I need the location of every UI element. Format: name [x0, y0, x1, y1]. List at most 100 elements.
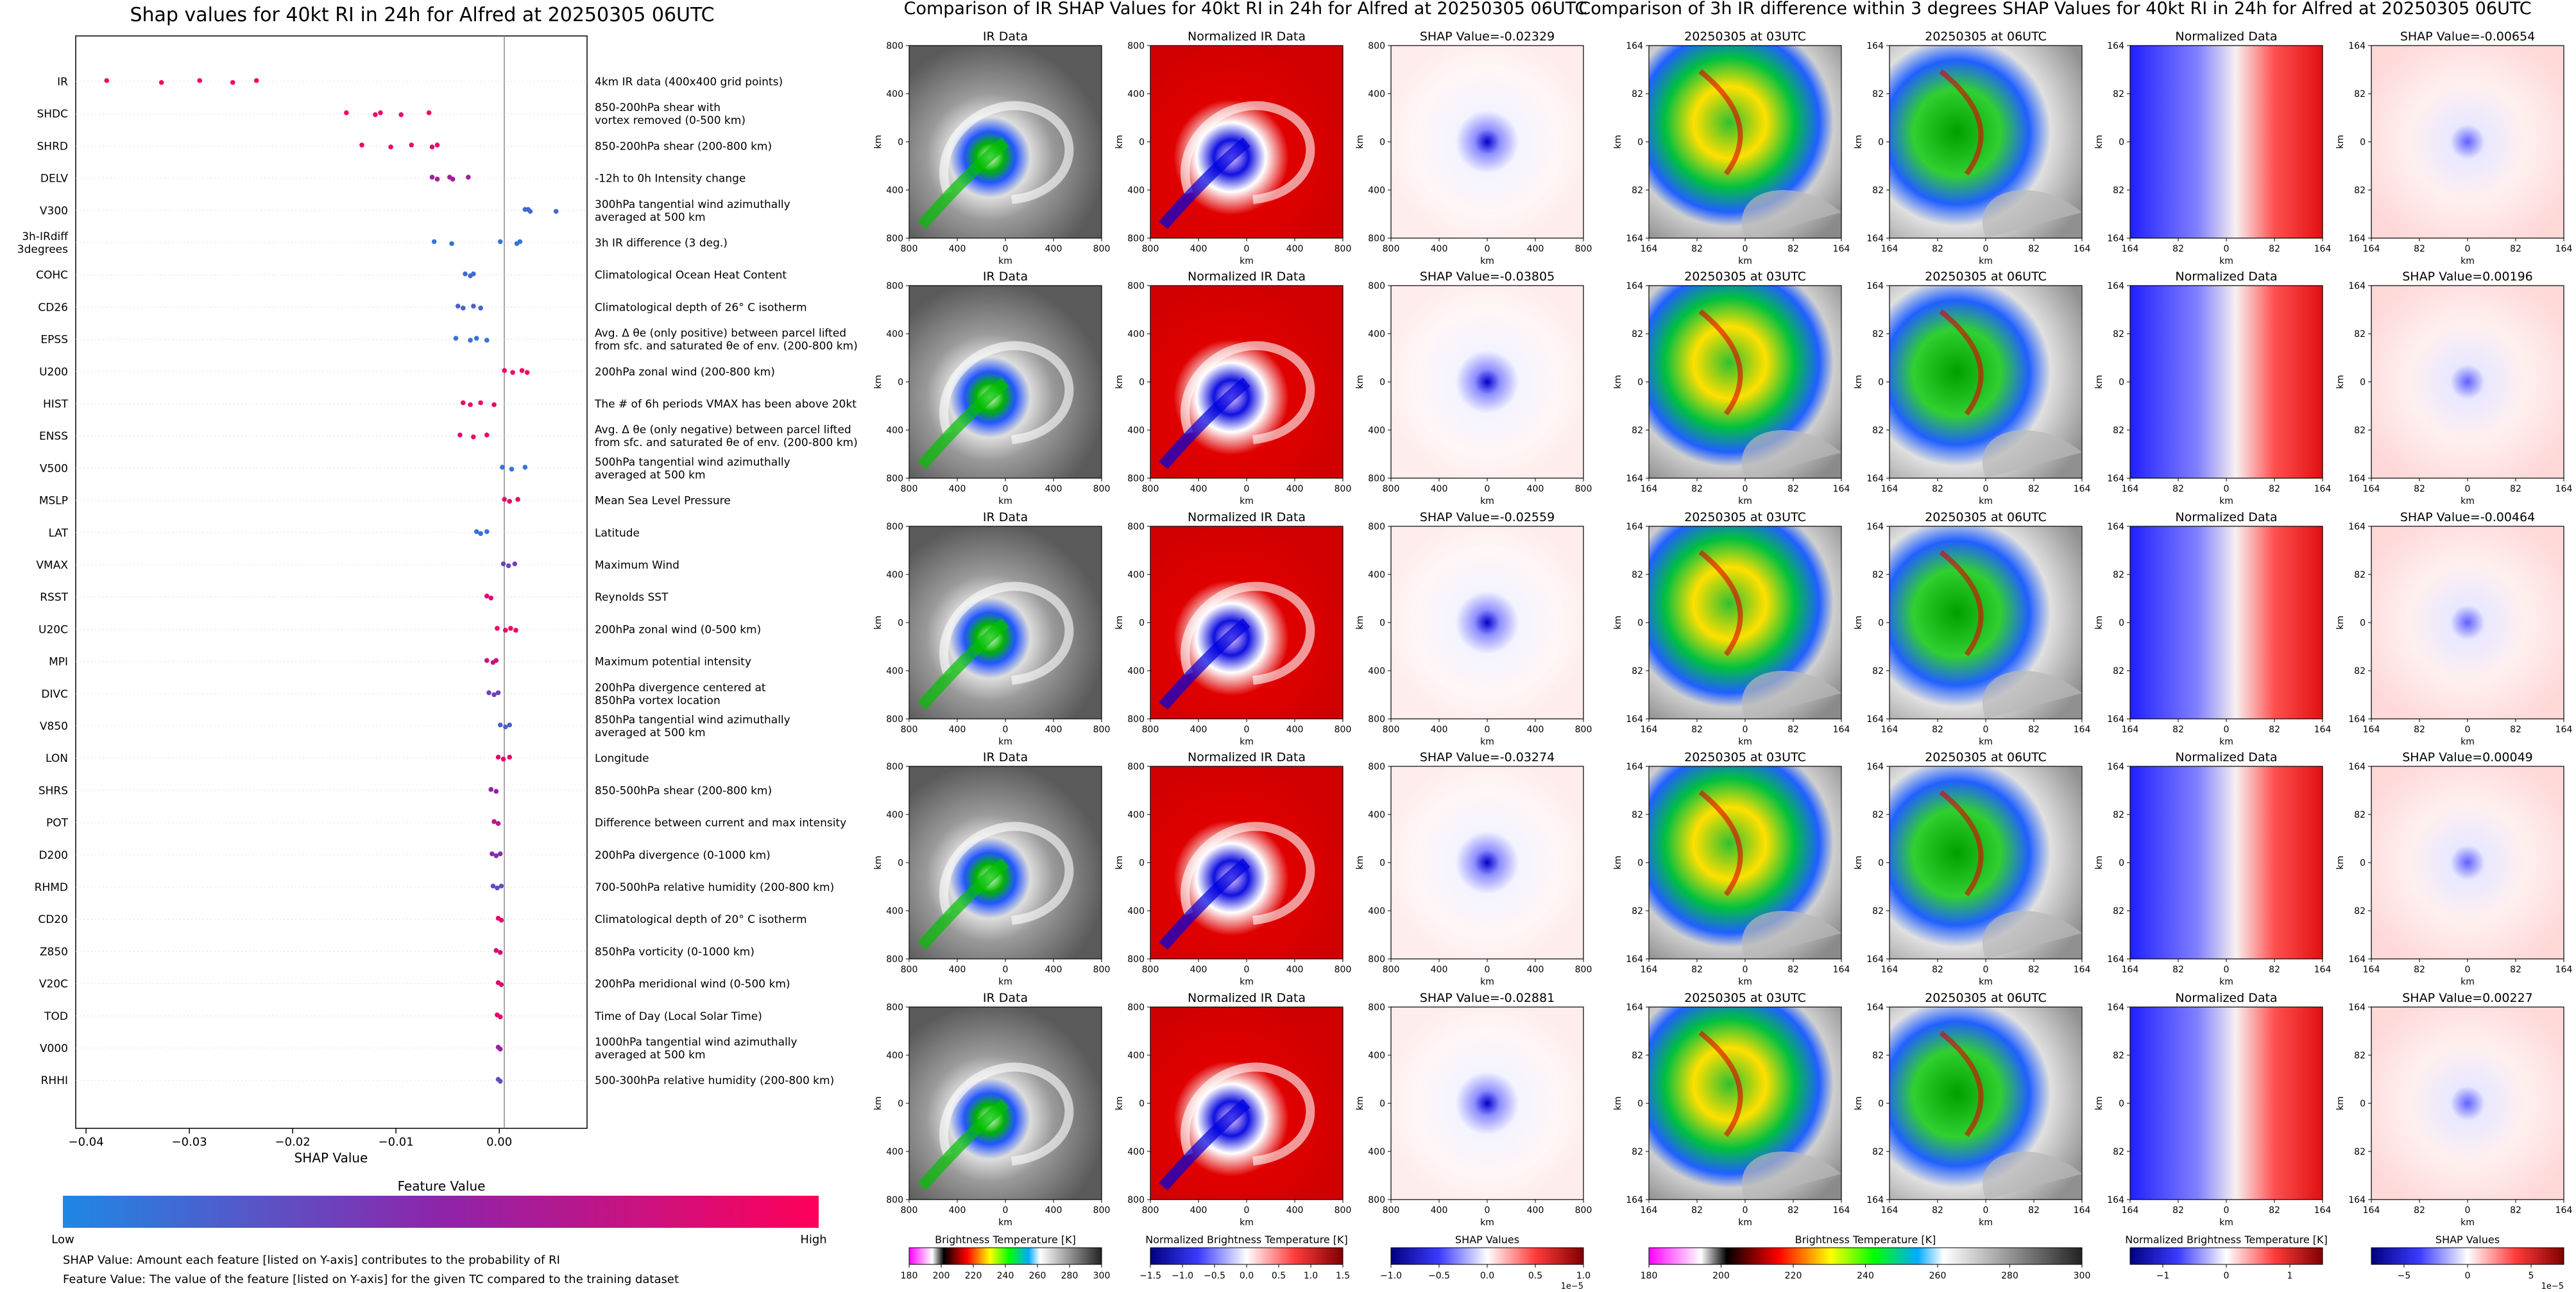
cold-cloud-top [1939, 1030, 1984, 1137]
shap-point [495, 754, 501, 760]
feature-name-label: LON [46, 752, 68, 765]
feature-description-label: 500-300hPa relative humidity (200-800 km… [595, 1074, 834, 1087]
x-tick-label: 0 [1485, 484, 1490, 494]
feature-name-label: CD20 [38, 913, 68, 926]
panel-image [1391, 1007, 1583, 1200]
shap-point [493, 948, 499, 953]
ir-comparison-title: Comparison of IR SHAP Values for 40kt RI… [904, 0, 1587, 19]
panel-title: 20250305 at 03UTC [1684, 510, 1806, 524]
shap-point [434, 177, 440, 182]
x-tick-label: 82 [2172, 244, 2184, 254]
y-tick-label: 82 [1872, 1051, 1884, 1061]
feature-name-label: SHRD [37, 140, 68, 153]
y-tick-label: 164 [1866, 954, 1884, 965]
shap-point [497, 851, 503, 857]
feature-description-label: The # of 6h periods VMAX has been above … [594, 398, 857, 411]
colorbar-tick-label: 280 [1061, 1271, 1079, 1281]
x-tick-label: 800 [901, 725, 918, 735]
x-tick-label: 0 [2465, 1205, 2471, 1216]
cloud-swirl [1181, 581, 1315, 685]
y-tick-label: 400 [886, 426, 903, 436]
shap-point [378, 110, 383, 116]
y-axis-label: km [1613, 616, 1623, 630]
x-tick-label: 400 [1045, 725, 1062, 735]
panel-title: SHAP Value=-0.02881 [1420, 991, 1555, 1005]
shap-point [197, 78, 203, 83]
x-tick-label: 164 [1881, 965, 1898, 975]
x-tick-label: 400 [1527, 484, 1544, 494]
y-tick-label: 0 [1379, 1099, 1385, 1109]
x-tick-label: 164 [2363, 725, 2380, 735]
y-tick-label: 82 [2113, 329, 2124, 340]
y-tick-label: 800 [886, 1195, 903, 1205]
y-tick-label: 164 [2348, 714, 2366, 725]
y-tick-label: 800 [1368, 762, 1385, 772]
x-tick-label: 800 [1575, 244, 1592, 254]
panel-image [1391, 766, 1583, 959]
y-tick-label: 164 [2107, 234, 2124, 244]
y-tick-label: 164 [1866, 41, 1884, 51]
y-tick-label: 800 [886, 954, 903, 965]
y-tick-label: 400 [1127, 426, 1145, 436]
y-tick-label: 82 [2354, 1051, 2366, 1061]
y-axis-label: km [873, 616, 883, 630]
panel-image [1391, 286, 1583, 478]
shap-point [468, 402, 473, 408]
y-tick-label: 82 [1632, 570, 1643, 580]
x-tick-label: 400 [1045, 965, 1062, 975]
shap-point [519, 368, 525, 374]
y-tick-label: 164 [1626, 41, 1643, 51]
x-tick-label: 0 [1485, 244, 1490, 254]
x-tick-label: 400 [949, 725, 966, 735]
x-tick-label: 164 [2363, 1205, 2380, 1216]
panel-image [2130, 766, 2323, 959]
y-tick-label: 164 [2348, 1003, 2366, 1013]
x-axis-label: km [1240, 737, 1254, 747]
x-axis-label: km [998, 256, 1012, 266]
y-axis-label: km [1613, 1096, 1623, 1110]
shap-point [426, 110, 432, 116]
cold-cloud-top [1698, 789, 1743, 897]
shap-point [104, 78, 110, 83]
shap-point [488, 595, 494, 601]
y-axis-label: km [2335, 375, 2346, 389]
x-tick-label: 82 [2510, 1205, 2521, 1216]
shap-point [388, 144, 393, 150]
x-tick-label: 164 [2314, 965, 2332, 975]
x-tick-label: 0 [2224, 725, 2230, 735]
y-tick-label: 0 [1637, 858, 1643, 868]
x-tick-label: 82 [2028, 965, 2040, 975]
y-tick-label: 0 [2119, 137, 2124, 148]
colorbar-label: SHAP Values [1455, 1234, 1519, 1246]
shap-point [471, 434, 476, 440]
shap-point [507, 499, 513, 504]
y-tick-label: 82 [2354, 89, 2366, 99]
feature-description-label: 4km IR data (400x400 grid points) [595, 76, 783, 89]
x-tick-label: 400 [1527, 725, 1544, 735]
colorbar [1150, 1247, 1343, 1265]
feature-name-label: POT [46, 817, 69, 830]
x-tick-label: 164 [2314, 725, 2332, 735]
y-axis-label: km [2094, 616, 2104, 630]
y-tick-label: 800 [1368, 954, 1385, 965]
y-tick-label: 164 [1866, 522, 1884, 532]
feature-name-label: RHMD [35, 881, 68, 894]
feature-description-label: 850-500hPa shear (200-800 km) [595, 784, 772, 797]
colorbar-tick-label: 280 [2001, 1271, 2018, 1281]
panel-image [2371, 1007, 2564, 1200]
y-tick-label: 800 [886, 522, 903, 532]
y-tick-label: 800 [886, 281, 903, 291]
y-tick-label: 164 [2348, 234, 2366, 244]
colorbar-tick-label: 1.0 [1576, 1271, 1591, 1281]
x-tick-label: 82 [1691, 244, 1703, 254]
dry-slot [1982, 190, 2082, 238]
x-tick-label: 0 [2465, 965, 2471, 975]
x-tick-label: 0 [1485, 965, 1490, 975]
feature-name-label: LAT [48, 527, 68, 540]
x-tick-label: 82 [2414, 725, 2425, 735]
feature-name-label: U20C [38, 623, 68, 636]
shap-point [431, 239, 437, 245]
x-tick-label: 0 [1003, 725, 1009, 735]
feature-name-label: CD26 [38, 301, 68, 314]
